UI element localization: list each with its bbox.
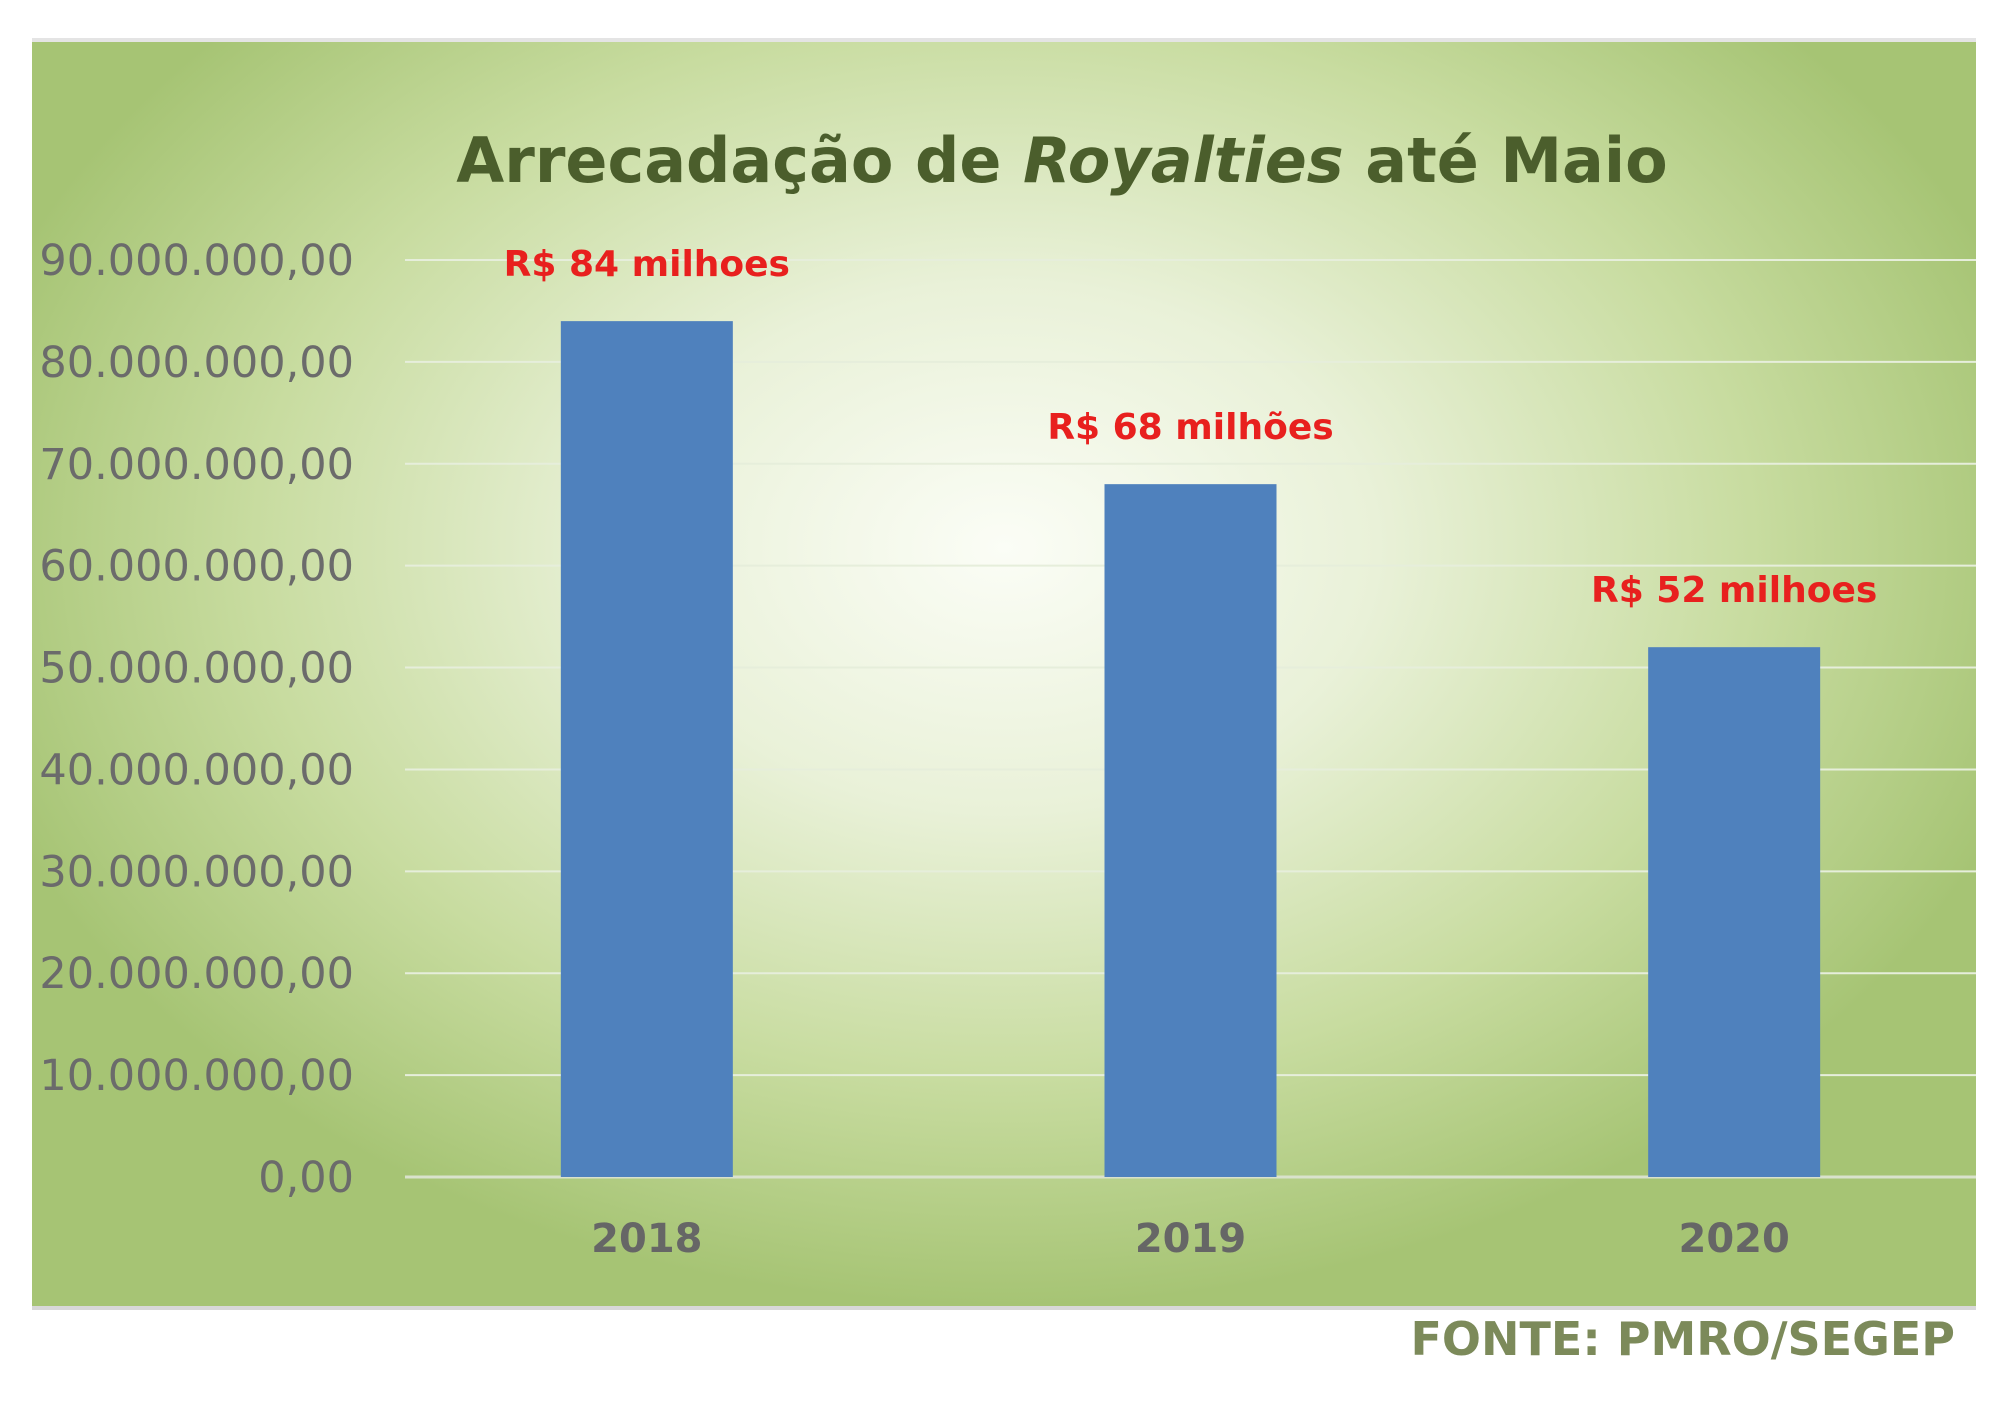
y-tick-label: 60.000.000,00	[39, 542, 354, 592]
y-tick-label: 80.000.000,00	[39, 338, 354, 388]
chart-title-italic: Royalties	[1023, 124, 1344, 197]
source-note: FONTE: PMRO/SEGEP	[1410, 1312, 1956, 1366]
y-tick-label: 10.000.000,00	[39, 1051, 354, 1101]
x-tick-label: 2019	[1135, 1216, 1246, 1262]
chart-panel: Arrecadação de Royalties até Maio 0,00 10…	[32, 38, 1976, 1310]
data-label-2020: R$ 52 milhoes	[1591, 570, 1877, 611]
x-tick-label: 2018	[591, 1216, 702, 1262]
bars	[560, 321, 1821, 1178]
y-tick-label: 0,00	[258, 1153, 354, 1203]
bar-2019	[1104, 484, 1277, 1178]
data-labels: R$ 84 milhoes R$ 68 milhões R$ 52 milhoes	[504, 244, 1878, 611]
bar-2020	[1648, 647, 1821, 1177]
x-tick-label: 2020	[1679, 1216, 1790, 1262]
y-tick-label: 30.000.000,00	[39, 847, 354, 897]
bar-2018	[560, 321, 733, 1178]
y-axis-ticks: 0,00 10.000.000,00 20.000.000,00 30.000.000…	[39, 236, 354, 1203]
chart-title-part1: Arrecadação de	[456, 124, 1023, 197]
y-tick-label: 90.000.000,00	[39, 236, 354, 286]
y-tick-label: 50.000.000,00	[39, 644, 354, 694]
chart-svg: Arrecadação de Royalties até Maio 0,00 10…	[39, 124, 1976, 1262]
x-axis-ticks: 2018 2019 2020	[591, 1216, 1790, 1262]
chart-title: Arrecadação de Royalties até Maio	[456, 124, 1667, 197]
chart-title-part3: até Maio	[1344, 124, 1668, 197]
y-tick-label: 70.000.000,00	[39, 440, 354, 490]
y-tick-label: 40.000.000,00	[39, 745, 354, 795]
data-label-2018: R$ 84 milhoes	[504, 244, 790, 285]
y-tick-label: 20.000.000,00	[39, 949, 354, 999]
data-label-2019: R$ 68 milhões	[1047, 407, 1333, 448]
